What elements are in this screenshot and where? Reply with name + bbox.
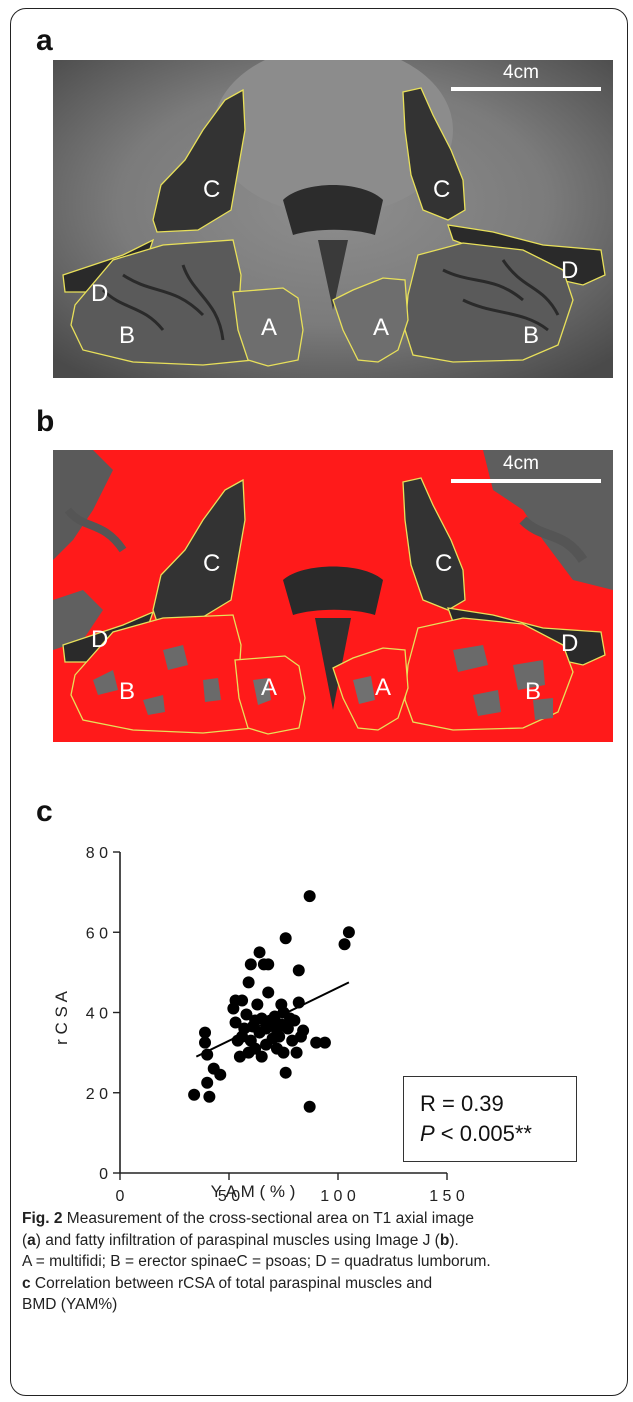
region-label-a-right: A xyxy=(375,674,392,701)
fig-label: Fig. 2 xyxy=(22,1210,63,1227)
region-label-c-left: C xyxy=(203,550,221,577)
data-point xyxy=(262,958,275,971)
data-point xyxy=(249,1042,262,1055)
data-point xyxy=(242,976,255,989)
data-point xyxy=(303,890,316,903)
data-point xyxy=(201,1048,214,1061)
p-italic: P xyxy=(420,1121,435,1146)
data-point xyxy=(253,946,266,959)
data-point xyxy=(290,1046,303,1059)
region-label-d-right: D xyxy=(561,630,579,657)
data-point xyxy=(281,1022,294,1035)
caption-line-4: c Correlation between rCSA of total para… xyxy=(22,1274,433,1292)
data-point xyxy=(342,926,355,939)
y-tick-label: 0 xyxy=(99,1166,108,1183)
regression-line xyxy=(195,981,350,1058)
region-label-c-right: C xyxy=(433,176,451,203)
caption-line-3: A = multifidi; B = erector spinaeC = pso… xyxy=(22,1253,491,1270)
data-point xyxy=(297,1024,310,1037)
data-point xyxy=(262,986,275,999)
region-label-b-right: B xyxy=(525,678,542,705)
data-point xyxy=(277,1046,290,1059)
mri-image-a: 4cm C C D D B B A A xyxy=(53,60,613,378)
r-value: R = 0.39 xyxy=(420,1091,504,1116)
data-point xyxy=(255,1050,268,1063)
y-tick-label: 6 0 xyxy=(86,925,108,942)
data-point xyxy=(244,958,257,971)
data-point xyxy=(292,964,305,977)
panel-label-b: b xyxy=(36,405,55,438)
p-value: P < 0.005** xyxy=(420,1121,532,1147)
x-axis-label: Y A M ( % ) xyxy=(211,1182,296,1201)
data-point xyxy=(279,1066,292,1079)
figure-caption: Fig. 2 Measurement of the cross-sectiona… xyxy=(22,1208,622,1316)
region-label-a-left: A xyxy=(261,674,278,701)
data-point xyxy=(199,1026,212,1039)
region-label-c-left: C xyxy=(203,176,221,203)
data-point xyxy=(338,938,351,951)
data-point xyxy=(318,1036,331,1049)
panel-label-a: a xyxy=(36,24,53,57)
region-label-a-left: A xyxy=(261,314,278,341)
data-point xyxy=(203,1090,216,1103)
region-label-c-right: C xyxy=(435,550,453,577)
y-tick-label: 2 0 xyxy=(86,1086,108,1103)
data-point xyxy=(214,1068,227,1081)
panel-label-c: c xyxy=(36,795,53,828)
chart-points xyxy=(188,890,355,1113)
data-point xyxy=(303,1100,316,1113)
caption-line-1: Fig. 2 Measurement of the cross-sectiona… xyxy=(22,1210,475,1227)
data-point xyxy=(251,998,264,1011)
data-point xyxy=(310,1036,323,1049)
region-label-b-right: B xyxy=(523,322,540,349)
caption-line-2: (a) and fatty infiltration of paraspinal… xyxy=(22,1231,459,1249)
stats-box: R = 0.39 P < 0.005** xyxy=(403,1076,577,1162)
data-point xyxy=(273,1030,286,1043)
region-label-d-left: D xyxy=(91,280,109,307)
region-label-a-right: A xyxy=(373,314,390,341)
figure-frame xyxy=(10,8,628,1396)
mri-image-b: 4cm C C D D B B A A xyxy=(53,450,613,742)
x-tick-label: 1 5 0 xyxy=(429,1188,465,1205)
region-label-d-left: D xyxy=(91,626,109,653)
caption-line-5: BMD (YAM%) xyxy=(22,1296,118,1313)
data-point xyxy=(288,1014,301,1027)
x-tick-label: 0 xyxy=(116,1188,125,1205)
data-point xyxy=(279,932,292,945)
x-tick-label: 1 0 0 xyxy=(320,1188,356,1205)
scale-label-b: 4cm xyxy=(503,453,539,474)
data-point xyxy=(199,1036,212,1049)
chart-ticks: 0 5 0 1 0 0 1 5 0 0 2 0 4 0 6 0 8 0 xyxy=(86,845,465,1205)
region-label-d-right: D xyxy=(561,257,579,284)
p-text: < 0.005** xyxy=(434,1121,532,1146)
data-point xyxy=(236,994,249,1007)
region-label-b-left: B xyxy=(119,322,136,349)
y-tick-label: 8 0 xyxy=(86,845,108,862)
scale-label-a: 4cm xyxy=(503,62,539,83)
region-label-b-left: B xyxy=(119,678,136,705)
y-tick-label: 4 0 xyxy=(86,1006,108,1023)
data-point xyxy=(201,1076,214,1089)
data-point xyxy=(240,1008,253,1021)
x-tick-label: 5 0 xyxy=(218,1188,240,1205)
y-axis-label: r C S A xyxy=(52,990,71,1045)
data-point xyxy=(188,1088,201,1101)
data-point xyxy=(229,1016,242,1029)
regression-line-group xyxy=(195,981,350,1058)
